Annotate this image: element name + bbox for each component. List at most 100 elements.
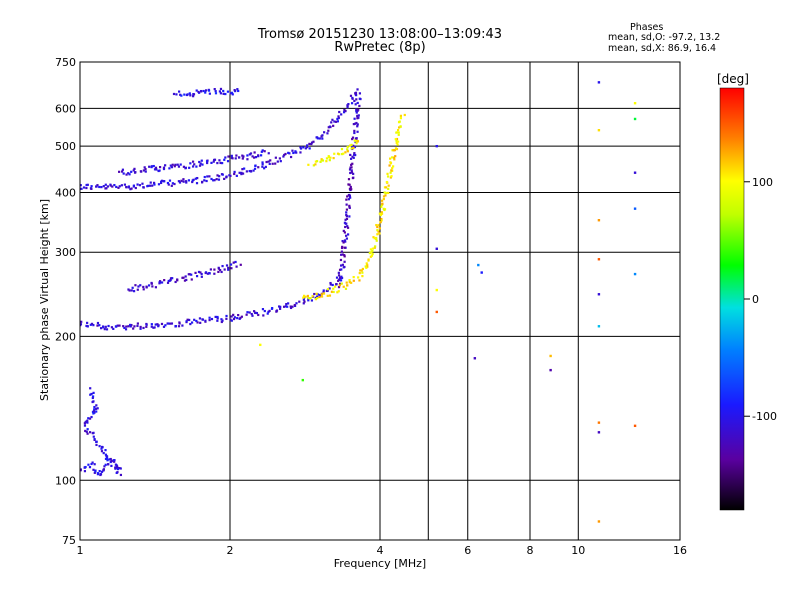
data-point (395, 137, 399, 141)
data-point (276, 160, 279, 163)
data-point (312, 140, 315, 143)
data-point (275, 310, 278, 313)
data-point (104, 325, 107, 328)
data-point (234, 260, 237, 264)
data-point (253, 167, 257, 170)
data-point (237, 313, 240, 317)
data-point (86, 321, 89, 324)
data-point (435, 310, 438, 314)
data-point (348, 183, 351, 186)
data-point (190, 321, 194, 324)
data-point (356, 140, 360, 143)
y-axis-label: Stationary phase Virtual Height [km] (38, 199, 51, 401)
data-point (397, 121, 401, 124)
data-point (249, 169, 252, 173)
data-point (352, 279, 355, 282)
data-point (397, 133, 400, 136)
data-point (170, 184, 173, 187)
data-point (340, 268, 343, 271)
data-point (326, 289, 329, 292)
data-point (255, 311, 259, 315)
data-point (345, 203, 348, 206)
data-point (268, 309, 271, 313)
data-point (333, 285, 337, 288)
data-point (106, 185, 109, 188)
data-point (196, 176, 199, 180)
data-point (395, 131, 398, 134)
data-point (208, 175, 211, 178)
data-point (304, 295, 307, 298)
data-point (315, 292, 318, 295)
data-point (325, 157, 329, 160)
data-point (194, 177, 197, 180)
data-point (110, 326, 113, 329)
y-tick-label: 300 (55, 246, 76, 259)
data-point (210, 317, 214, 321)
data-point (148, 165, 151, 168)
data-point (84, 429, 87, 433)
data-point (393, 158, 396, 161)
data-point (351, 162, 354, 165)
data-point (95, 440, 98, 444)
data-point (354, 140, 357, 144)
data-point (250, 312, 253, 316)
data-point (344, 225, 347, 229)
data-point (221, 264, 224, 268)
data-point (229, 92, 232, 95)
data-point (264, 165, 267, 168)
data-point (235, 154, 238, 157)
data-point (346, 145, 349, 149)
data-point (113, 460, 116, 463)
data-point (358, 104, 361, 108)
data-point (93, 408, 96, 411)
data-point (357, 114, 360, 117)
data-point (320, 159, 323, 162)
data-point (142, 285, 145, 289)
data-point (633, 171, 637, 174)
data-point (157, 169, 160, 173)
data-point (282, 155, 285, 158)
data-point (213, 179, 216, 182)
data-point (200, 181, 204, 184)
data-point (254, 155, 258, 159)
data-point (235, 265, 238, 268)
data-point (115, 185, 118, 189)
data-point (383, 208, 386, 212)
data-point (341, 253, 344, 256)
data-point (314, 298, 318, 301)
x-axis-label: Frequency [MHz] (334, 557, 426, 570)
data-point (167, 322, 170, 325)
data-point (299, 151, 302, 154)
data-point (382, 207, 385, 210)
data-points (80, 81, 637, 523)
data-point (298, 300, 301, 303)
data-point (151, 285, 154, 288)
data-point (239, 316, 242, 320)
data-point (237, 156, 241, 159)
data-point (343, 255, 346, 258)
data-point (353, 152, 356, 155)
data-point (395, 139, 398, 142)
data-point (394, 147, 398, 150)
data-point (344, 218, 347, 221)
data-point (314, 296, 317, 299)
data-point (174, 163, 177, 166)
data-point (229, 263, 233, 266)
data-point (310, 299, 314, 302)
data-point (323, 131, 326, 134)
data-point (352, 275, 355, 279)
data-point (396, 143, 399, 146)
data-point (220, 320, 223, 324)
data-point (346, 148, 349, 151)
data-point (240, 171, 243, 174)
data-point (170, 166, 173, 169)
data-point (246, 311, 249, 314)
data-point (294, 150, 297, 153)
data-point (334, 120, 338, 123)
data-point (92, 324, 95, 327)
data-point (337, 116, 340, 120)
data-point (144, 168, 147, 171)
data-point (116, 324, 119, 327)
data-point (361, 271, 364, 274)
data-point (109, 184, 112, 187)
